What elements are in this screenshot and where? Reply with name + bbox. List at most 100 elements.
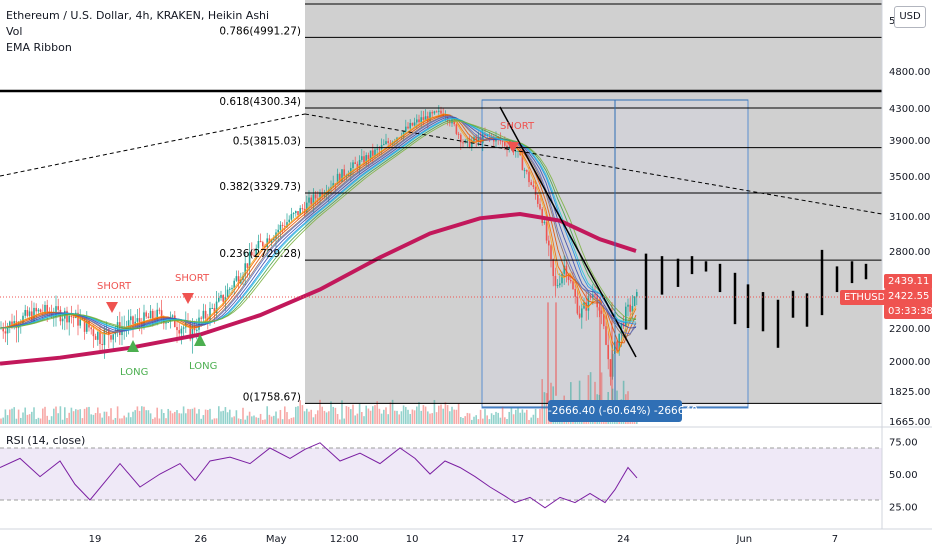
candle-body	[422, 117, 425, 120]
candle-body	[81, 318, 84, 320]
candle-body	[92, 329, 95, 337]
ema-ribbon-label[interactable]: EMA Ribbon	[6, 41, 72, 54]
price-axis-label: 4300.00	[889, 104, 930, 115]
price-axis-label: 2000.00	[889, 357, 930, 368]
volume-bar	[46, 415, 48, 424]
price-axis-label: 3500.00	[889, 172, 930, 183]
currency-button[interactable]: USD	[894, 6, 926, 28]
volume-bar	[154, 417, 156, 424]
volume-bar	[490, 413, 493, 424]
volume-bar	[88, 406, 90, 424]
volume-bar	[9, 409, 11, 424]
candle-body	[44, 304, 46, 314]
volume-bar	[270, 416, 273, 424]
candle-body	[625, 306, 627, 327]
volume-bar	[257, 417, 260, 424]
volume-bar	[176, 410, 178, 424]
candle-body	[218, 297, 220, 302]
candle-body	[554, 276, 557, 286]
volume-bar	[438, 405, 440, 424]
candle-body	[215, 301, 218, 314]
candle-body	[138, 318, 141, 323]
candle-body	[24, 310, 26, 316]
price-axis[interactable]: 5 4800.00 4300.00 3900.00 3500.00 3100.00 2800…	[889, 16, 930, 428]
volume-bar	[255, 417, 257, 424]
volume-bar	[418, 402, 420, 424]
candle-body	[358, 159, 361, 169]
rsi-axis[interactable]: 75.00 50.00 25.00	[889, 438, 918, 514]
candle-body	[376, 148, 378, 150]
candle-body	[627, 304, 629, 307]
candle-body	[284, 225, 286, 227]
volume-bar	[281, 419, 284, 424]
rsi-indicator-label[interactable]: RSI (14, close)	[6, 434, 86, 447]
candle-body	[378, 148, 381, 150]
volume-bar	[455, 409, 458, 424]
candle-body	[196, 329, 198, 331]
volume-bar	[350, 409, 352, 424]
candle-body	[545, 221, 548, 241]
candle-body	[6, 326, 9, 334]
candle-body	[321, 192, 323, 197]
volume-bar	[259, 413, 262, 424]
short-marker-3	[507, 142, 519, 153]
candle-body	[295, 211, 297, 214]
candle-body	[424, 116, 427, 120]
candle-body	[220, 294, 222, 298]
volume-bar	[460, 417, 462, 424]
volume-bar	[218, 406, 220, 424]
volume-bar	[6, 415, 9, 424]
candle-body	[620, 322, 623, 334]
fib-retracement-zone	[305, 0, 882, 404]
volume-bar	[191, 408, 194, 424]
price-axis-label: 4800.00	[889, 67, 930, 78]
volume-bar	[526, 409, 528, 424]
candle-body	[387, 141, 389, 143]
volume-bar	[48, 419, 51, 424]
countdown-tag: 03:33:38	[884, 304, 932, 319]
candle-body	[149, 310, 152, 319]
candle-body	[191, 324, 194, 340]
time-axis-label: 19	[89, 534, 102, 545]
candle-body	[521, 155, 524, 171]
candle-body	[308, 197, 310, 203]
volume-indicator-label[interactable]: Vol	[6, 25, 23, 38]
price-axis-label: 1825.00	[889, 387, 930, 398]
fib-level-label: 0.786(4991.27)	[219, 25, 301, 37]
volume-bar	[70, 407, 73, 424]
volume-bar	[20, 417, 22, 424]
volume-bar	[268, 414, 271, 424]
volume-bar	[127, 412, 130, 424]
volume-bar	[204, 409, 207, 424]
volume-bar	[240, 419, 242, 424]
volume-bar	[336, 413, 339, 424]
ema-ribbon-line	[0, 115, 637, 338]
candle-body	[380, 145, 383, 149]
candle-body	[600, 310, 603, 314]
volume-bar	[519, 412, 521, 424]
candle-body	[420, 117, 422, 123]
candle-body	[110, 335, 112, 340]
volume-bar	[376, 401, 378, 424]
volume-bar	[506, 419, 508, 424]
volume-bar	[339, 419, 341, 424]
volume-bar	[477, 419, 480, 424]
time-axis[interactable]: 19 26 May 12:00 10 17 24 Jun 7	[89, 534, 838, 545]
candle-body	[385, 141, 387, 144]
candle-body	[83, 318, 86, 332]
volume-bar	[411, 409, 414, 424]
candle-body	[528, 171, 530, 183]
volume-bar	[409, 413, 411, 424]
volume-bar	[541, 379, 543, 424]
volume-bar	[475, 415, 477, 424]
volume-bar	[90, 414, 92, 424]
candle-body	[132, 316, 134, 325]
volume-bar	[380, 413, 383, 424]
candle-body	[336, 173, 339, 185]
price-axis-label: 2800.00	[889, 247, 930, 258]
candle-body	[629, 304, 631, 312]
candle-body	[365, 155, 367, 164]
volume-bar	[306, 408, 308, 424]
symbol-title[interactable]: Ethereum / U.S. Dollar, 4h, KRAKEN, Heik…	[6, 9, 270, 22]
